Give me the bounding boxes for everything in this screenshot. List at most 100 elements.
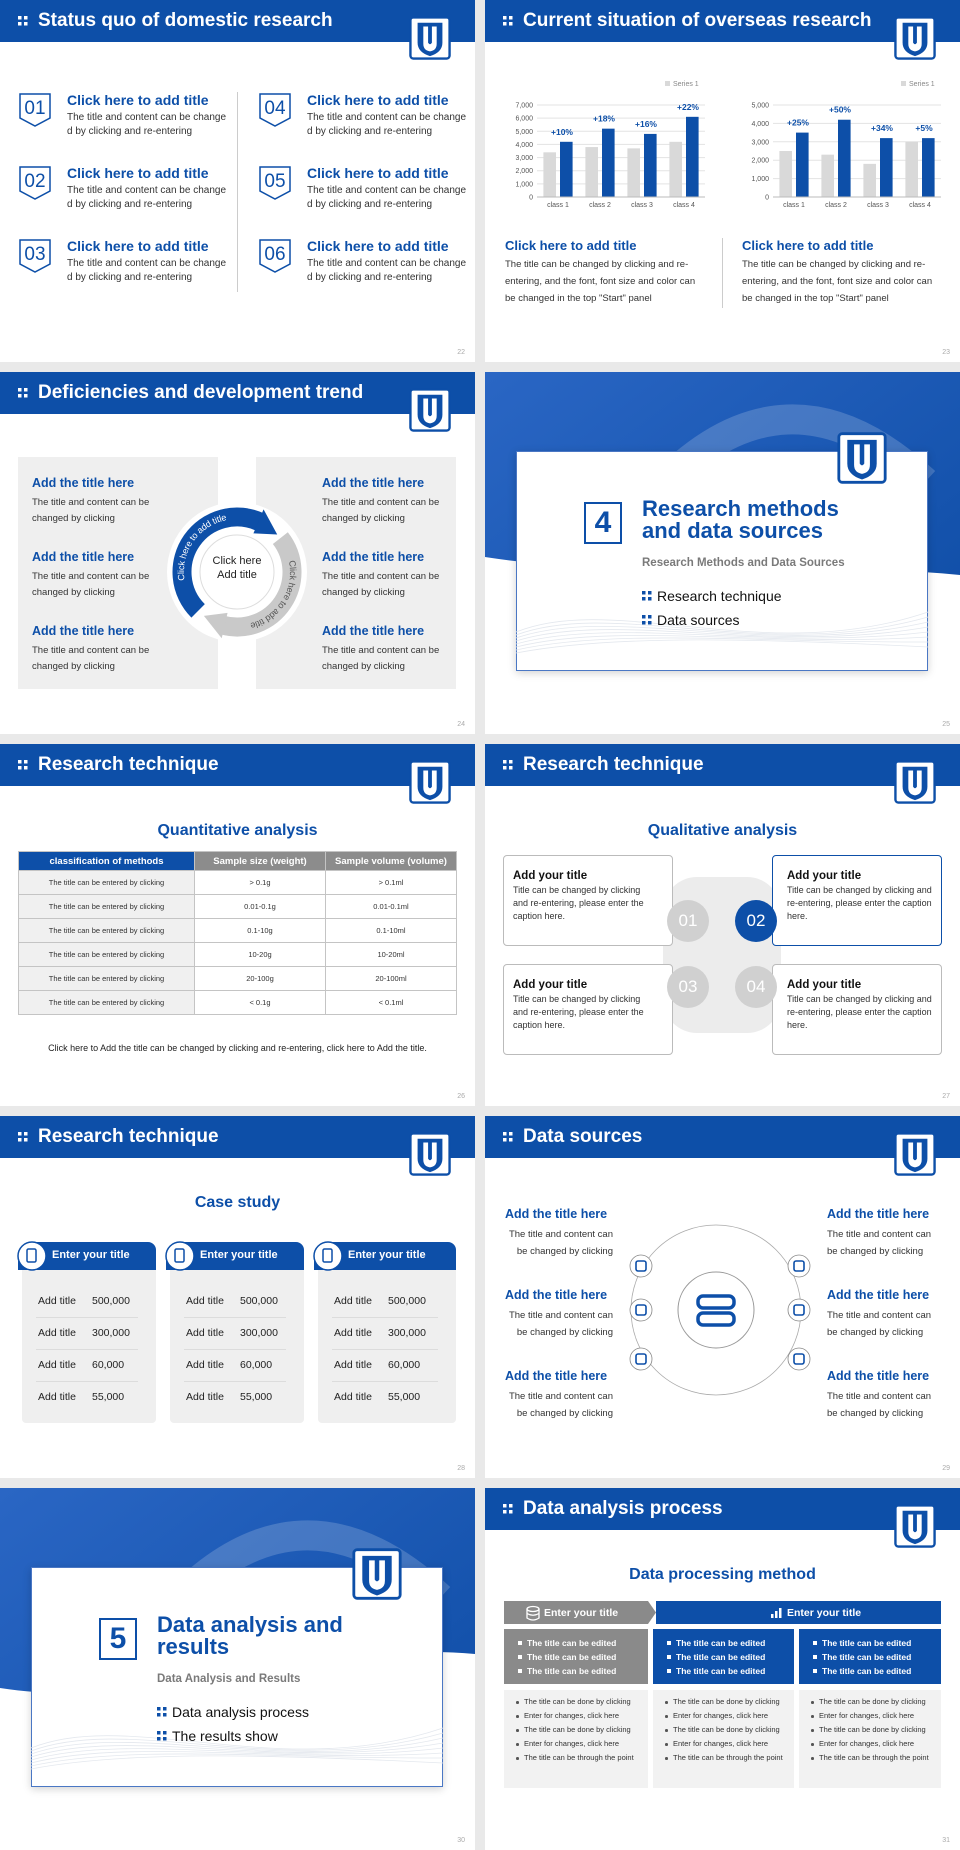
table-cell: 0.1-10g [194,918,326,943]
y-tick-label: 1,000 [751,176,769,183]
wave-line [515,626,929,642]
row-label: Add title [334,1295,372,1307]
x-tick-label: class 1 [547,202,569,209]
row-label: Add title [38,1391,76,1403]
y-tick-label: 0 [529,195,533,202]
dots-icon [503,760,513,770]
slide: Deficiencies and development trend Add th… [0,372,475,734]
bold-item: The title can be edited [518,1650,648,1664]
card-title: Enter your title [348,1249,426,1261]
table-row: The title can be entered by clicking 0.1-… [18,918,457,943]
row-label: Add title [38,1327,76,1339]
item-title: Add the title here [505,1207,608,1221]
table-cell: 20-100g [194,966,326,991]
row-label: Add title [334,1327,372,1339]
slide-title: Status quo of domestic research [38,10,333,31]
text-box [503,855,673,946]
box-title: Add your title [787,979,862,991]
item-title: Add the title here [32,550,135,564]
bullet [518,1669,522,1673]
list-item: Enter for changes, click here [665,1739,786,1749]
bar-annotation: +18% [593,114,615,124]
dot [509,766,513,770]
arc-blue [172,507,265,618]
table-row: The title can be entered by clicking < 0.… [18,990,457,1015]
dot [503,760,507,764]
item-title: Add the title here [322,476,425,490]
bold-box: The title can be edited The title can be … [799,1629,941,1684]
bullet [665,1715,668,1718]
x-tick-label: class 3 [631,202,653,209]
icon-circle [787,1347,811,1371]
logo [409,16,451,60]
dot [642,621,646,625]
dot [509,1138,513,1142]
x-tick-label: class 2 [825,202,847,209]
dots-icon [18,760,28,770]
dot [157,1707,161,1711]
badge-shape [19,166,51,200]
dot [18,760,22,764]
logo-letter [423,770,437,796]
dot [163,1737,167,1741]
dot [648,615,652,619]
card-icon [17,1241,47,1271]
slide: Data analysis process Data processing met… [485,1488,960,1850]
icon-circle [787,1254,811,1278]
page-number: 28 [457,1465,465,1472]
number-badge [19,93,51,127]
list-item: The title can be done by clicking [811,1725,933,1735]
logo [409,1132,451,1176]
slide: 4 Research methods and data sources Resear… [485,372,960,734]
table-row: The title can be entered by clicking > 0.… [18,870,457,895]
card-title: Enter your title [52,1249,130,1261]
y-tick-label: 4,000 [751,121,769,128]
dot [24,16,28,20]
bullet [518,1641,522,1645]
card-icon [165,1241,195,1271]
dot [157,1713,161,1717]
icon-glyph [793,1304,805,1316]
icon-glyph [26,1248,37,1263]
server-glyph [696,1311,736,1327]
slide: Research technique Case study Enter your t… [0,1116,475,1478]
bar-annotation: +50% [829,105,851,115]
table-cell: 0.01-0.1g [194,894,326,919]
badge-number: 03 [24,244,46,265]
dot [509,760,513,764]
bullet [667,1669,671,1673]
item-text: The title and content can be changed by … [322,497,440,524]
table-cell: > 0.1g [194,870,326,895]
bullet [516,1729,519,1732]
row-value: 60,000 [388,1359,421,1371]
row-value: 300,000 [92,1327,130,1339]
y-tick-label: 5,000 [751,103,769,110]
icon-circle [629,1254,653,1278]
dots-icon [18,1132,28,1142]
bullet [811,1701,814,1704]
number-badge [259,239,291,273]
bar-chart: 0 1,000 2,000 3,000 4,000 5,000 class 1 +25% cla… [751,81,941,209]
legend-label: Series 1 [673,81,699,88]
wave-line [30,1737,444,1755]
dot [509,1504,513,1508]
row-value: 60,000 [240,1359,273,1371]
table-cell: < 0.1g [194,990,326,1015]
bold-item: The title can be edited [518,1636,648,1650]
list-item: Enter for changes, click here [516,1711,640,1721]
logo [894,760,936,804]
page-number: 23 [942,349,950,356]
number-circle: 04 [735,966,777,1008]
logo-letter [423,1142,437,1168]
row-label: Add title [38,1295,76,1307]
dot [648,597,652,601]
bar [796,132,809,197]
bar-icon [775,1611,778,1618]
dot [642,591,646,595]
column-text: The title can be changed by clicking and… [742,259,933,304]
dot [648,621,652,625]
logo [352,1548,402,1600]
row-rule [184,1317,286,1318]
text-box [772,964,942,1055]
x-tick-label: class 3 [867,202,889,209]
